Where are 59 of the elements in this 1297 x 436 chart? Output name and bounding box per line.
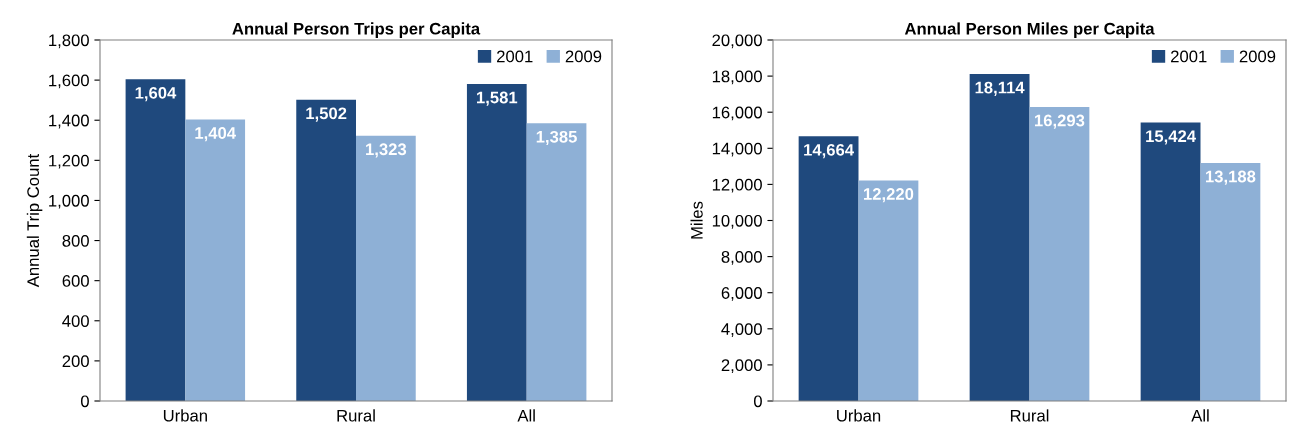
y-axis-title: Miles [690,201,703,239]
y-tick-label: 0 [753,395,762,408]
legend-label: 2009 [565,50,602,63]
y-tick-label: 2,000 [721,359,762,374]
x-tick-label: Urban [837,409,881,422]
x-tick-label: Rural [1010,409,1049,422]
data-label: 1,581 [477,91,518,106]
bar [1029,106,1090,401]
y-tick-label: 12,000 [712,178,762,193]
data-label: 1,404 [195,127,236,142]
y-tick-label: 16,000 [712,106,762,121]
y-tick-label: 20,000 [712,34,762,49]
data-label: 1,502 [306,107,347,122]
y-tick-label: 1,200 [49,154,89,169]
x-tick-label: Rural [337,409,375,422]
data-label: 13,188 [1205,170,1256,185]
y-tick-label: 6,000 [721,287,762,301]
bar [798,136,859,401]
legend-label: 2001 [497,50,533,63]
bar [858,180,919,401]
x-tick-label: Urban [163,409,207,422]
bar [526,123,587,401]
y-tick-label: 1,000 [49,194,89,209]
y-tick-label: 4,000 [721,323,762,337]
legend-label: 2001 [1171,50,1207,63]
chart-title: Annual Person Miles per Capita [904,22,1155,38]
y-tick-label: 10,000 [712,214,762,229]
x-tick-label: All [517,409,535,422]
bar [356,135,416,401]
chart-title: Annual Person Trips per Capita [232,22,481,38]
bar [125,79,186,401]
y-axis-title: Annual Trip Count [26,153,43,288]
bar [466,83,527,401]
y-tick-label: 600 [62,275,89,287]
data-label: 1,323 [366,143,407,158]
bar [1140,122,1201,401]
y-tick-label: 800 [62,234,89,247]
y-tick-label: 14,000 [712,142,762,157]
y-tick-label: 18,000 [712,70,762,85]
data-label: 14,664 [804,143,854,159]
y-tick-label: 1,400 [49,114,89,129]
data-label: 16,293 [1034,114,1085,129]
y-tick-label: 1,600 [49,74,89,89]
data-label: 1,604 [135,86,177,102]
x-tick-label: All [1191,409,1209,422]
data-label: 1,385 [536,130,577,146]
y-tick-label: 8,000 [721,251,762,265]
bar [969,74,1030,401]
bar [1200,162,1261,401]
y-tick-label: 0 [80,395,89,408]
legend-label: 2009 [1239,50,1276,63]
data-label: 12,220 [863,188,914,203]
y-tick-label: 1,800 [49,34,89,49]
y-tick-label: 200 [62,355,89,368]
y-tick-label: 400 [62,315,89,327]
data-label: 15,424 [1146,130,1196,145]
bar [296,99,356,401]
data-label: 18,114 [975,81,1025,96]
bar [185,119,246,401]
